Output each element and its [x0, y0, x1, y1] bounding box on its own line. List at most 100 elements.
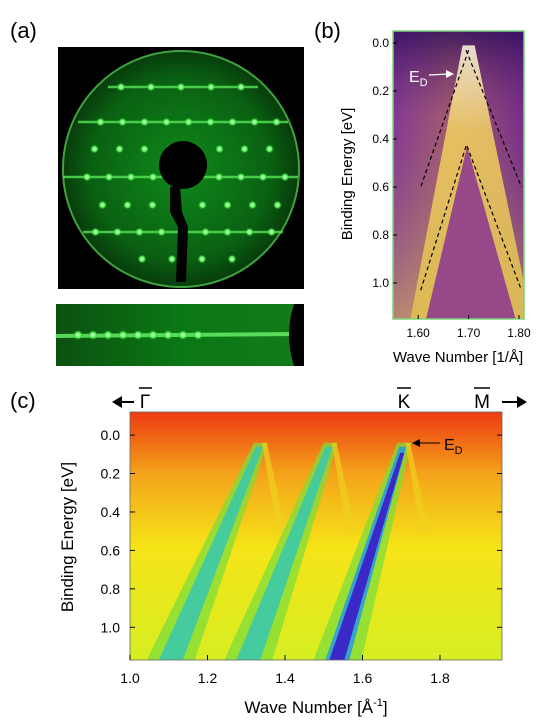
leed-spot: [116, 82, 126, 92]
leed-spot: [104, 172, 114, 182]
y-tick-label: 1.0: [101, 619, 121, 635]
leed-spot: [267, 227, 276, 237]
panel-b-x-ticks: 1.60 1.70 1.80: [407, 315, 531, 340]
leed-spot: [82, 172, 92, 182]
panel-c-x-axis-label: Wave Number [Å-1]: [244, 697, 387, 717]
leed-spot: [137, 254, 147, 264]
gamma-direction-marker: Γ: [112, 387, 152, 413]
x-tick-label: 1.70: [457, 326, 481, 340]
svg-text:Γ: Γ: [140, 392, 150, 413]
leed-spot: [223, 200, 232, 210]
streak-spot: [133, 330, 143, 340]
leed-spot: [167, 254, 177, 264]
svg-text:K: K: [398, 392, 411, 413]
panel-c-label: (c): [10, 388, 36, 413]
leed-pattern-image: [58, 47, 304, 289]
leed-spot: [245, 227, 254, 237]
leed-spot: [228, 117, 237, 127]
x-tick-label: 1.80: [507, 326, 531, 340]
panel-c-x-ticks: 1.0 1.2 1.4 1.6 1.8: [120, 655, 450, 686]
leed-spot: [206, 117, 215, 127]
leed-spot: [118, 117, 127, 127]
panel-b-label: (b): [314, 18, 341, 43]
y-tick-label: 0.4: [372, 132, 389, 146]
y-tick-label: 0.8: [372, 228, 389, 242]
leed-spot: [146, 82, 156, 92]
leed-spot: [176, 82, 186, 92]
y-tick-label: 0.6: [372, 180, 389, 194]
leed-spot: [198, 200, 207, 210]
leed-spot: [140, 117, 149, 127]
panel-b-y-axis-label: Binding Energy [eV]: [339, 108, 356, 241]
dirac-cone-guide-lines: [420, 49, 523, 291]
leed-spot: [273, 200, 282, 210]
y-tick-label: 0.8: [101, 581, 121, 597]
leed-spot: [91, 227, 100, 237]
streak-spot: [103, 330, 113, 340]
x-tick-label: 1.2: [198, 670, 218, 686]
svg-text:ED: ED: [444, 437, 463, 457]
leed-spot: [98, 200, 107, 210]
arpes-wide-plot: 1.0 1.2 1.4 1.6 1.8 0.0 0.2 0.4 0.6 0.8 1.0 Wave …: [58, 387, 527, 717]
k-point-marker: K: [397, 387, 411, 413]
y-tick-label: 0.2: [101, 466, 121, 482]
x-tick-label: 1.8: [430, 670, 450, 686]
guide-line: [465, 49, 523, 188]
leed-spot: [184, 117, 193, 127]
guide-line: [420, 50, 470, 188]
guide-line: [466, 145, 523, 291]
leed-streak-image: [56, 304, 304, 366]
dispersion-band: [313, 442, 430, 660]
arpes-zoom-plot: 1.60 1.70 1.80 0.0 0.2 0.4 0.6 0.8 1.0 Wave Num…: [339, 30, 531, 366]
dispersion-band: [224, 442, 356, 660]
leed-spot: [162, 117, 171, 127]
leed-spot: [236, 172, 246, 182]
svg-text:M: M: [474, 392, 490, 413]
streak-spot: [88, 330, 98, 340]
panel-b-y-ticks: 0.0 0.2 0.4 0.6 0.8 1.0: [372, 36, 397, 290]
panel-b-frame: [392, 30, 525, 320]
streak-spot: [118, 330, 128, 340]
dirac-point-annotation: ED: [409, 69, 454, 89]
streak-spot: [193, 330, 203, 340]
streak-spot: [73, 330, 83, 340]
leed-spot: [272, 117, 281, 127]
dirac-point-annotation-c: ED: [412, 437, 463, 457]
y-tick-label: 0.4: [101, 504, 121, 520]
arpes-zoom-heatmap: [393, 31, 524, 319]
y-tick-label: 0.2: [372, 84, 389, 98]
x-tick-label: 1.4: [275, 670, 295, 686]
x-tick-label: 1.6: [353, 670, 373, 686]
x-tick-label: 1.60: [407, 326, 431, 340]
streak-spot: [163, 330, 173, 340]
leed-spot: [214, 172, 224, 182]
leed-spot: [157, 227, 166, 237]
leed-spot: [90, 144, 99, 154]
leed-spot: [113, 227, 122, 237]
x-tick-label: 1.0: [120, 670, 140, 686]
leed-spot: [140, 144, 149, 154]
leed-spot: [123, 200, 132, 210]
streak-spot: [178, 330, 188, 340]
dispersion-band: [146, 442, 286, 660]
leed-spot: [250, 117, 259, 127]
panel-c-frame: [129, 411, 503, 661]
m-direction-marker: M: [474, 387, 527, 413]
leed-spot: [96, 117, 105, 127]
leed-spot: [148, 200, 157, 210]
leed-spot: [115, 144, 124, 154]
y-tick-label: 0.0: [101, 427, 121, 443]
leed-spot: [240, 144, 249, 154]
panel-c-y-ticks: 0.0 0.2 0.4 0.6 0.8 1.0: [101, 427, 502, 635]
leed-spot: [227, 254, 237, 264]
streak-spot: [148, 330, 158, 340]
leed-spot: [236, 82, 246, 92]
leed-spot: [215, 144, 224, 154]
leed-spot: [206, 82, 216, 92]
y-tick-label: 1.0: [372, 276, 389, 290]
arpes-wide-heatmap: [130, 412, 502, 660]
svg-text:ED: ED: [409, 69, 428, 89]
leed-spot: [258, 172, 268, 182]
panel-c-y-axis-label: Binding Energy [eV]: [58, 462, 77, 612]
leed-spot: [280, 172, 290, 182]
